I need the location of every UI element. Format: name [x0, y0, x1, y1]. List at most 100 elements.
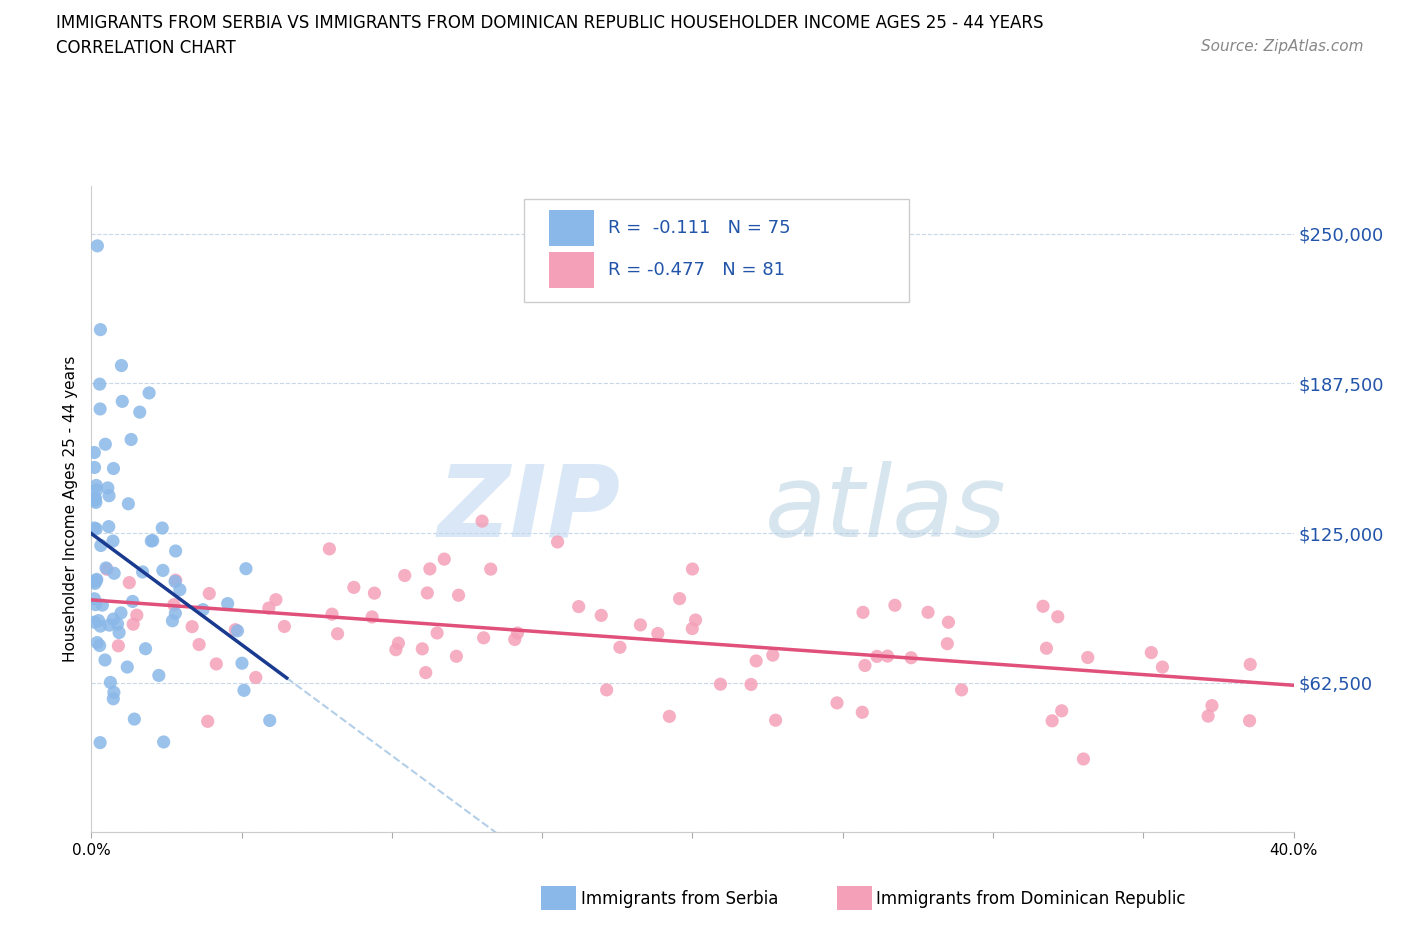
Point: [84, 495, 107, 510]
Point: [103, 461, 125, 476]
Point: [936, 636, 959, 651]
Point: [103, 612, 125, 627]
Point: [169, 582, 191, 597]
Point: [118, 575, 141, 590]
Point: [681, 621, 703, 636]
Point: [86, 635, 108, 650]
Point: [83, 445, 105, 460]
Point: [128, 405, 150, 419]
Point: [591, 608, 613, 623]
Point: [1040, 713, 1063, 728]
Point: [217, 596, 239, 611]
Point: [90, 538, 112, 553]
Point: [91, 598, 114, 613]
Point: [394, 568, 416, 583]
Point: [121, 594, 143, 609]
Point: [188, 637, 211, 652]
Point: [745, 654, 768, 669]
Point: [205, 657, 228, 671]
Point: [103, 565, 125, 580]
FancyBboxPatch shape: [550, 252, 593, 288]
Point: [103, 684, 125, 699]
Point: [181, 619, 204, 634]
Point: [86, 572, 108, 587]
Point: [84, 597, 107, 612]
Y-axis label: Householder Income Ages 25 - 44 years: Householder Income Ages 25 - 44 years: [63, 356, 79, 662]
Point: [165, 543, 187, 558]
Point: [110, 358, 132, 373]
Point: [1035, 641, 1057, 656]
Point: [152, 563, 174, 578]
Point: [762, 647, 785, 662]
Point: [83, 493, 105, 508]
Point: [506, 626, 529, 641]
Text: R = -0.477   N = 81: R = -0.477 N = 81: [609, 261, 786, 279]
Point: [446, 649, 468, 664]
Point: [900, 650, 922, 665]
Point: [681, 562, 703, 577]
Point: [245, 670, 267, 684]
Point: [83, 491, 105, 506]
Point: [108, 625, 131, 640]
Point: [84, 491, 107, 506]
Point: [568, 599, 591, 614]
Point: [503, 632, 526, 647]
Point: [107, 638, 129, 653]
Point: [117, 659, 139, 674]
Point: [259, 713, 281, 728]
Point: [765, 712, 787, 727]
Point: [83, 460, 105, 475]
Point: [264, 592, 287, 607]
Point: [685, 613, 707, 628]
Point: [609, 640, 631, 655]
Point: [96, 562, 118, 577]
Point: [361, 609, 384, 624]
Point: [100, 675, 122, 690]
Point: [426, 626, 449, 641]
Point: [447, 588, 470, 603]
Point: [231, 656, 253, 671]
Point: [107, 617, 129, 631]
Point: [83, 521, 105, 536]
Point: [89, 736, 111, 751]
Point: [343, 580, 366, 595]
Point: [84, 576, 107, 591]
Point: [97, 519, 120, 534]
Point: [226, 623, 249, 638]
Point: [89, 638, 111, 653]
Point: [326, 626, 349, 641]
Point: [111, 394, 134, 409]
Point: [233, 683, 256, 698]
Point: [103, 691, 125, 706]
Point: [98, 488, 121, 503]
Point: [89, 322, 111, 337]
Point: [135, 642, 157, 657]
Point: [866, 649, 889, 664]
Point: [89, 618, 111, 633]
Text: CORRELATION CHART: CORRELATION CHART: [56, 39, 236, 57]
Point: [122, 617, 145, 631]
Point: [191, 603, 214, 618]
Text: R =  -0.111   N = 75: R = -0.111 N = 75: [609, 219, 792, 237]
Point: [950, 683, 973, 698]
Point: [83, 615, 105, 630]
Point: [825, 696, 848, 711]
Point: [89, 377, 111, 392]
Point: [647, 626, 669, 641]
Point: [235, 561, 257, 576]
Point: [433, 551, 456, 566]
Point: [97, 481, 120, 496]
Point: [1239, 713, 1261, 728]
Point: [273, 619, 295, 634]
Point: [94, 437, 117, 452]
Text: atlas: atlas: [765, 460, 1007, 558]
Point: [363, 586, 385, 601]
Point: [876, 648, 898, 663]
Text: IMMIGRANTS FROM SERBIA VS IMMIGRANTS FROM DOMINICAN REPUBLIC HOUSEHOLDER INCOME : IMMIGRANTS FROM SERBIA VS IMMIGRANTS FRO…: [56, 14, 1043, 32]
Point: [853, 658, 876, 673]
Point: [318, 541, 340, 556]
Point: [479, 562, 502, 577]
Point: [197, 714, 219, 729]
Text: Immigrants from Dominican Republic: Immigrants from Dominican Republic: [876, 890, 1185, 909]
Point: [471, 513, 494, 528]
